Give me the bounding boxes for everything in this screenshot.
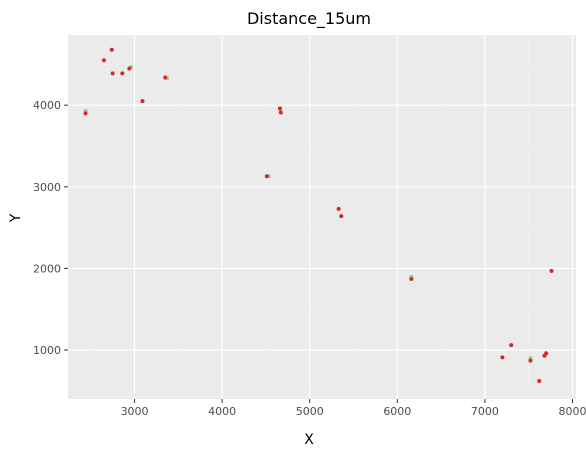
- data-points: [83, 47, 554, 384]
- chart-title: Distance_15um: [247, 9, 371, 29]
- data-point: [83, 111, 88, 116]
- data-point: [509, 343, 514, 348]
- data-point: [163, 75, 168, 80]
- data-point: [264, 174, 269, 179]
- data-point: [120, 71, 125, 76]
- data-point: [409, 277, 414, 282]
- data-point: [127, 66, 132, 71]
- data-point: [549, 268, 554, 273]
- data-point: [544, 351, 549, 356]
- major-grid: [68, 35, 576, 399]
- x-tick-label: 5000: [296, 405, 324, 418]
- plot-panel: [68, 35, 576, 399]
- x-tick-label: 6000: [383, 405, 411, 418]
- data-point: [278, 110, 283, 115]
- y-axis-ticks: 1000 2000 3000 4000: [33, 99, 68, 357]
- y-tick-label: 4000: [33, 99, 61, 112]
- data-point: [336, 206, 341, 211]
- x-tick-label: 4000: [208, 405, 236, 418]
- data-point: [528, 358, 533, 363]
- x-tick-label: 3000: [121, 405, 149, 418]
- data-point: [339, 214, 344, 219]
- x-axis-label: X: [304, 432, 314, 448]
- data-point: [110, 71, 115, 76]
- data-point: [140, 99, 145, 104]
- data-point: [109, 47, 114, 52]
- y-tick-label: 3000: [33, 181, 61, 194]
- y-tick-label: 2000: [33, 262, 61, 275]
- x-tick-label: 7000: [471, 405, 499, 418]
- y-axis-label: Y: [8, 213, 24, 223]
- minor-grid: [68, 35, 576, 399]
- data-point: [277, 106, 282, 111]
- data-point: [537, 379, 542, 384]
- y-tick-label: 1000: [33, 344, 61, 357]
- x-tick-label: 8000: [558, 405, 586, 418]
- x-axis-ticks: 3000 4000 5000 6000 7000 8000: [121, 399, 586, 418]
- data-point: [101, 58, 106, 63]
- data-point: [500, 355, 505, 360]
